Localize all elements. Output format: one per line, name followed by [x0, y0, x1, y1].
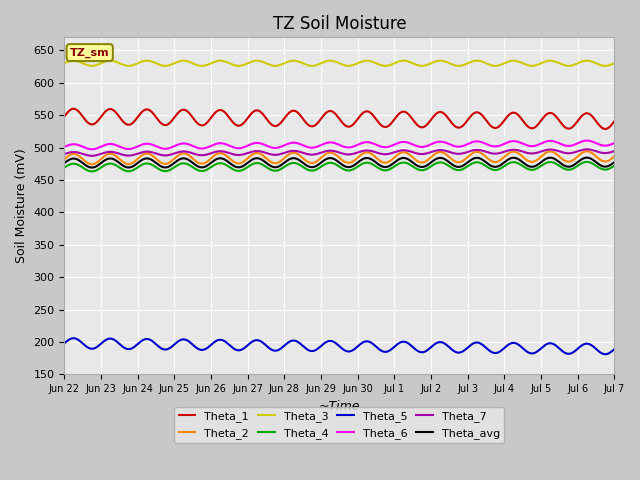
Line: Theta_4: Theta_4 [65, 162, 614, 171]
Theta_4 [61, 165, 68, 170]
Line: Theta_6: Theta_6 [65, 141, 614, 149]
Theta_2 [79, 156, 87, 162]
Theta_3 [79, 60, 87, 66]
Theta_4 [536, 164, 543, 170]
Theta_2 [61, 156, 68, 162]
Theta_5 [69, 336, 77, 341]
Theta_1 [81, 116, 88, 122]
Theta_1 [69, 106, 77, 112]
Theta_2 [88, 161, 95, 167]
Line: Theta_1: Theta_1 [65, 109, 614, 129]
Line: Theta_3: Theta_3 [65, 60, 614, 66]
Theta_2 [345, 160, 353, 166]
Theta_7 [609, 149, 617, 155]
Theta_6 [583, 138, 591, 144]
Theta_4 [98, 164, 106, 170]
Theta_1 [602, 126, 609, 132]
Line: Theta_avg: Theta_avg [65, 157, 614, 168]
Theta_avg [609, 160, 617, 166]
Text: TZ_sm: TZ_sm [70, 48, 109, 58]
Theta_6 [609, 141, 617, 146]
Theta_3 [611, 60, 618, 66]
Theta_4 [454, 167, 461, 173]
Theta_7 [536, 149, 543, 155]
Theta_4 [345, 168, 353, 173]
Legend: Theta_1, Theta_2, Theta_3, Theta_4, Theta_5, Theta_6, Theta_7, Theta_avg: Theta_1, Theta_2, Theta_3, Theta_4, Thet… [174, 407, 504, 443]
Theta_3 [180, 58, 188, 63]
Theta_6 [98, 144, 106, 149]
Theta_7 [88, 153, 95, 159]
Theta_5 [602, 351, 609, 357]
Theta_5 [609, 348, 617, 353]
Line: Theta_2: Theta_2 [65, 151, 614, 164]
Theta_6 [61, 144, 68, 150]
Theta_avg [536, 160, 543, 166]
Theta_avg [345, 164, 353, 170]
Theta_3 [97, 61, 104, 67]
Theta_2 [98, 156, 106, 161]
Theta_7 [79, 151, 87, 157]
Theta_7 [583, 146, 591, 152]
Theta_avg [88, 165, 95, 170]
Theta_5 [345, 348, 353, 354]
Theta_5 [81, 342, 88, 348]
Theta_6 [88, 146, 95, 152]
Theta_6 [454, 144, 461, 150]
Theta_3 [492, 63, 499, 69]
Theta_3 [345, 63, 353, 69]
Theta_avg [583, 155, 591, 160]
Theta_7 [61, 151, 68, 157]
Theta_1 [454, 125, 461, 131]
Theta_7 [98, 151, 106, 156]
Theta_4 [79, 165, 87, 171]
Y-axis label: Soil Moisture (mV): Soil Moisture (mV) [15, 148, 28, 263]
Theta_avg [454, 164, 461, 170]
Theta_7 [345, 152, 353, 157]
Theta_1 [98, 113, 106, 119]
Theta_2 [536, 155, 543, 161]
Theta_1 [345, 124, 353, 130]
Theta_3 [538, 60, 545, 66]
Line: Theta_7: Theta_7 [65, 149, 614, 156]
Theta_1 [61, 114, 68, 120]
Theta_2 [609, 155, 617, 160]
Theta_avg [611, 159, 618, 165]
Theta_5 [611, 346, 618, 352]
Theta_6 [536, 141, 543, 147]
Theta_5 [536, 347, 543, 352]
Theta_avg [98, 160, 106, 166]
Theta_avg [61, 160, 68, 166]
Theta_1 [609, 120, 617, 126]
Theta_1 [611, 119, 618, 124]
Line: Theta_5: Theta_5 [65, 338, 614, 354]
Theta_5 [98, 340, 106, 346]
Theta_4 [609, 164, 617, 169]
Theta_7 [454, 151, 461, 157]
Theta_4 [583, 159, 591, 165]
X-axis label: ~Time: ~Time [319, 400, 360, 413]
Theta_5 [454, 350, 461, 356]
Theta_6 [345, 144, 353, 150]
Title: TZ Soil Moisture: TZ Soil Moisture [273, 15, 406, 33]
Theta_6 [79, 144, 87, 150]
Theta_2 [583, 148, 591, 154]
Theta_3 [609, 61, 617, 67]
Theta_2 [611, 154, 618, 159]
Theta_2 [454, 159, 461, 165]
Theta_5 [61, 340, 68, 346]
Theta_4 [611, 163, 618, 168]
Theta_1 [536, 120, 543, 125]
Theta_3 [454, 63, 461, 69]
Theta_4 [88, 168, 95, 174]
Theta_7 [611, 148, 618, 154]
Theta_6 [611, 140, 618, 146]
Theta_3 [61, 60, 68, 66]
Theta_avg [79, 160, 87, 166]
